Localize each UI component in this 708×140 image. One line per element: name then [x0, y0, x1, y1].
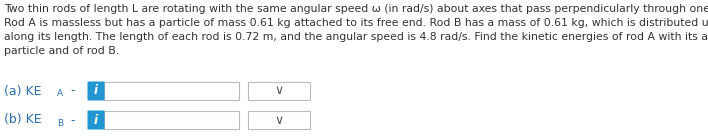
Text: i: i: [94, 85, 98, 97]
Text: i: i: [94, 114, 98, 127]
Text: along its length. The length of each rod is 0.72 m, and the angular speed is 4.8: along its length. The length of each rod…: [4, 32, 708, 42]
Text: (b) KE: (b) KE: [4, 114, 42, 127]
Text: Rod A is massless but has a particle of mass 0.61 kg attached to its free end. R: Rod A is massless but has a particle of …: [4, 18, 708, 28]
FancyBboxPatch shape: [88, 81, 105, 101]
Text: -: -: [67, 114, 76, 127]
FancyBboxPatch shape: [88, 110, 105, 130]
Bar: [248, 82, 310, 100]
Text: particle and of rod B.: particle and of rod B.: [4, 46, 119, 56]
Bar: [248, 111, 310, 129]
Text: B: B: [57, 118, 63, 128]
Bar: [104, 82, 239, 100]
Text: A: A: [57, 89, 63, 99]
Text: ∨: ∨: [275, 114, 284, 127]
Text: ∨: ∨: [275, 85, 284, 97]
Text: Two thin rods of length L are rotating with the same angular speed ω (in rad/s) : Two thin rods of length L are rotating w…: [4, 4, 708, 14]
Text: (a) KE: (a) KE: [4, 85, 42, 97]
Bar: [104, 111, 239, 129]
Text: -: -: [67, 85, 76, 97]
